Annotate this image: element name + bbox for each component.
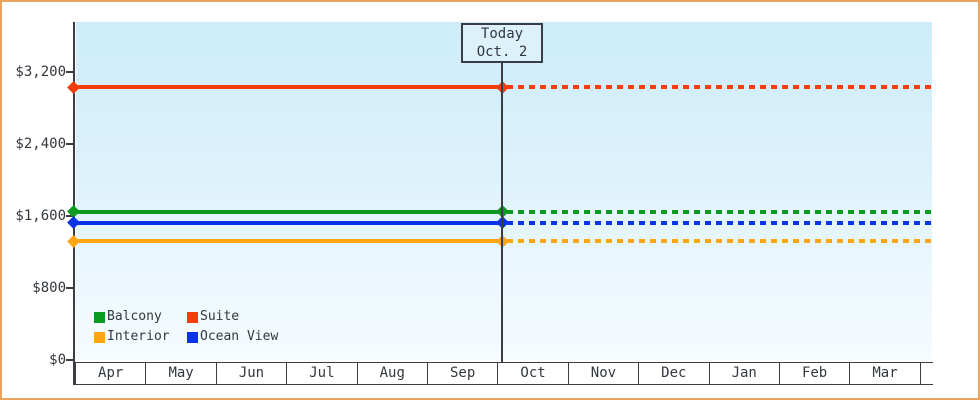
month-cell-feb: Feb — [779, 363, 851, 384]
chart-legend: Balcony Suite Interior Ocean View — [94, 309, 279, 344]
today-annotation-line2: Oct. 2 — [476, 44, 528, 60]
today-vertical-line — [501, 61, 503, 362]
y-tick-label: $0 — [49, 352, 66, 368]
series-line-projection-ocean-view — [507, 220, 932, 225]
legend-item-ocean-view[interactable]: Ocean View — [187, 329, 279, 344]
legend-item-suite[interactable]: Suite — [187, 309, 278, 324]
today-annotation-line1: Today — [480, 26, 524, 42]
series-line-solid-balcony — [72, 209, 502, 214]
legend-item-interior[interactable]: Interior — [94, 329, 187, 344]
month-cell-jun: Jun — [216, 363, 288, 384]
legend-item-balcony[interactable]: Balcony — [94, 309, 187, 324]
month-cell-may: May — [146, 363, 217, 384]
y-tick-label: $1,600 — [15, 208, 66, 224]
legend-swatch-interior-icon — [94, 331, 105, 343]
series-line-projection-interior — [507, 239, 932, 244]
series-line-projection-balcony — [507, 209, 932, 214]
month-cell-aug: Aug — [357, 363, 428, 384]
legend-label: Interior — [107, 329, 170, 344]
legend-label: Ocean View — [200, 329, 279, 344]
x-axis-month-row: Apr May Jun Jul Aug Sep Oct Nov Dec Jan Feb Mar — [75, 362, 933, 385]
series-line-projection-suite — [507, 85, 932, 90]
legend-label: Suite — [200, 309, 240, 324]
legend-swatch-ocean-view-icon — [187, 331, 198, 343]
y-tick-mark — [66, 215, 73, 217]
legend-label: Balcony — [107, 309, 162, 324]
month-cell-dec: Dec — [639, 363, 710, 384]
series-line-solid-suite — [72, 85, 502, 90]
y-axis-line — [73, 22, 75, 385]
series-line-solid-ocean-view — [72, 220, 502, 225]
month-cell-jan: Jan — [709, 363, 780, 384]
legend-swatch-suite-icon — [187, 311, 198, 323]
plot-area — [76, 22, 932, 360]
y-tick-mark — [66, 359, 73, 361]
today-annotation-box: Today Oct. 2 — [461, 23, 543, 63]
month-cell-sep: Sep — [427, 363, 499, 384]
y-tick-label: $3,200 — [15, 64, 66, 80]
month-cell-stub — [920, 363, 933, 384]
legend-swatch-balcony-icon — [94, 311, 105, 323]
month-cell-oct: Oct — [498, 363, 569, 384]
month-cell-apr: Apr — [76, 363, 147, 384]
month-cell-nov: Nov — [568, 363, 640, 384]
y-tick-label: $800 — [32, 280, 66, 296]
y-tick-mark — [66, 143, 73, 145]
y-tick-mark — [66, 71, 73, 73]
series-line-solid-interior — [72, 239, 502, 244]
y-tick-label: $2,400 — [15, 136, 66, 152]
y-tick-mark — [66, 287, 73, 289]
month-cell-jul: Jul — [287, 363, 358, 384]
month-cell-mar: Mar — [850, 363, 921, 384]
